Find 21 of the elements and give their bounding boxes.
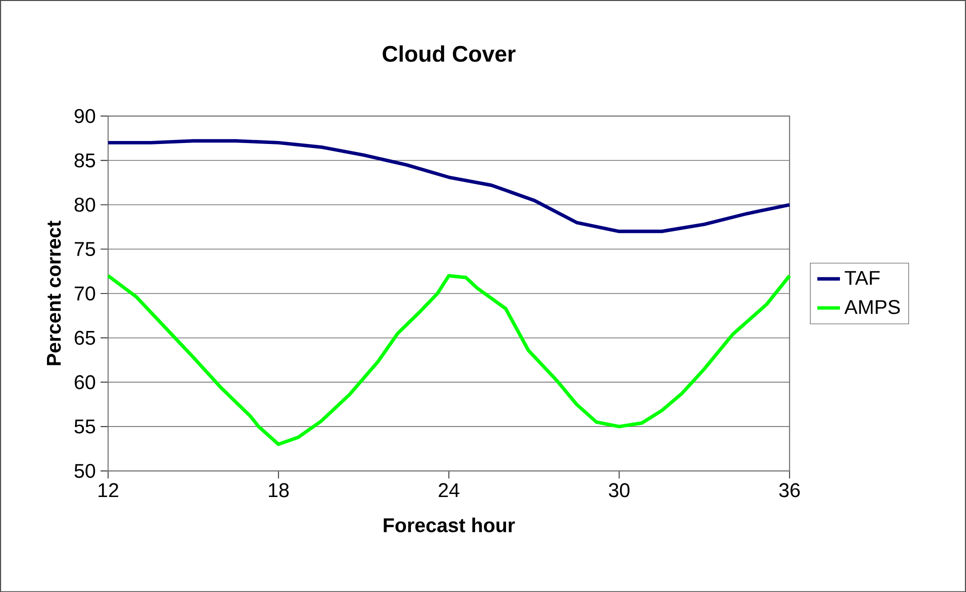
y-tick-label: 60 [74, 375, 96, 390]
legend-label: AMPS [844, 300, 900, 314]
y-axis-title: Percent correct [46, 220, 61, 366]
x-tick-label: 18 [268, 483, 289, 498]
x-tick-label: 30 [608, 483, 630, 498]
legend-label: TAF [844, 270, 880, 285]
x-axis-title: Forecast hour [384, 518, 515, 532]
y-tick-label: 55 [74, 419, 96, 434]
x-tick-label: 12 [98, 483, 118, 497]
y-tick-label: 50 [74, 464, 96, 478]
y-tick-label: 90 [74, 108, 96, 123]
y-tick-label: 75 [74, 242, 96, 256]
line-series [106, 139, 792, 233]
chart-title: Cloud Cover [382, 45, 516, 62]
y-tick-label: 65 [74, 330, 96, 345]
line-series [106, 274, 792, 446]
y-tick-label: 80 [74, 198, 96, 212]
x-tick-label: 36 [779, 483, 800, 498]
x-tick-label: 24 [438, 483, 460, 497]
y-tick-label: 70 [74, 286, 96, 300]
y-tick-label: 85 [74, 153, 96, 168]
